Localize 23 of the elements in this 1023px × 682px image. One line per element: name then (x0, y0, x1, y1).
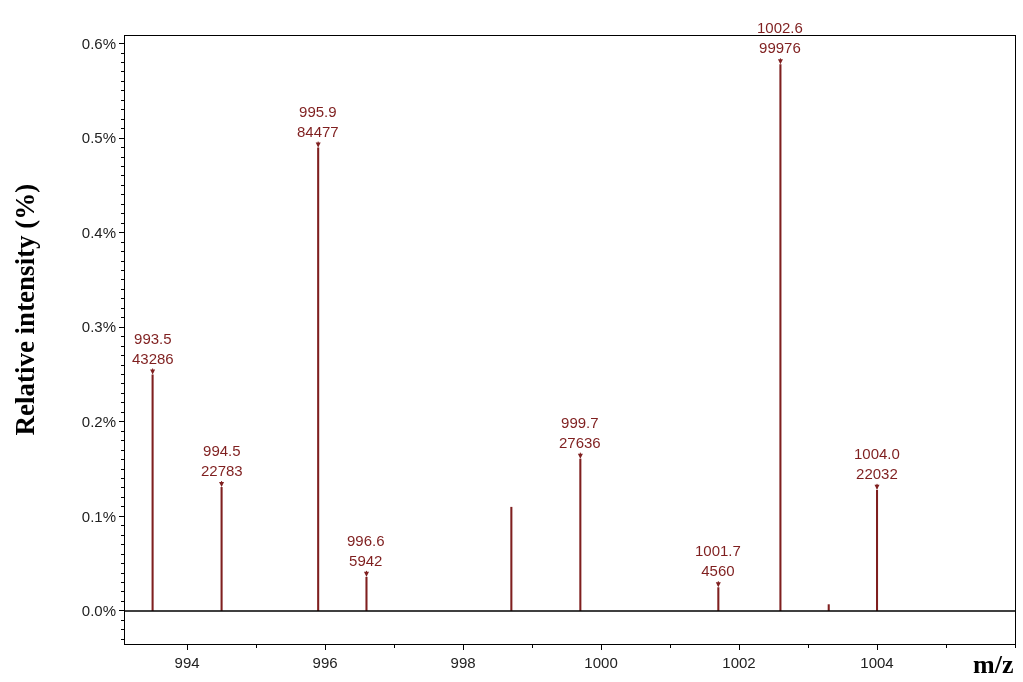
annotation: 1004.0 22032 (854, 445, 900, 482)
y-tick-label: 0.1% (81, 507, 116, 525)
x-tick-label: 994 (174, 654, 200, 671)
annotation: 1002.6 99976 (757, 19, 803, 56)
y-tick-label: 0.3% (81, 318, 116, 336)
annotation: 995.9 84477 (297, 103, 339, 140)
y-tick-label: 0.0% (81, 602, 116, 620)
x-tick-label: 998 (450, 654, 476, 671)
x-axis-title: m/z (973, 650, 1014, 679)
annotation: 1001.7 4560 (695, 542, 741, 579)
y-axis-title: Relative intensity (%) (10, 183, 41, 436)
annotation: 996.6 5942 (347, 532, 385, 569)
x-tick-label: 1002 (722, 654, 756, 671)
y-tick-label: 0.6% (81, 34, 116, 52)
annotation: 999.7 27636 (559, 414, 601, 451)
annotation: 993.5 43286 (132, 330, 174, 367)
x-tick-label: 1000 (584, 654, 618, 671)
y-tick-label: 0.2% (81, 413, 116, 431)
x-tick-label: 1004 (860, 654, 894, 671)
x-tick-label: 996 (312, 654, 338, 671)
annotation: 994.5 22783 (201, 442, 243, 479)
y-tick-label: 0.4% (81, 223, 116, 241)
y-tick-label: 0.5% (81, 129, 116, 147)
